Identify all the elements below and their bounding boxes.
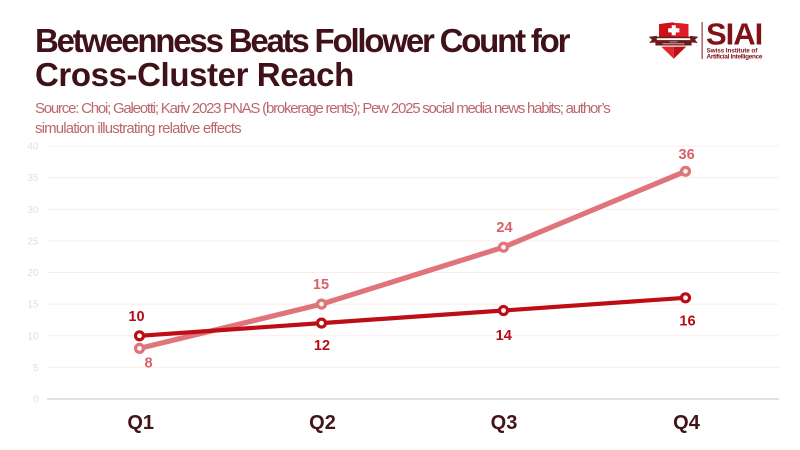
svg-text:30: 30 [27, 205, 39, 216]
svg-text:16: 16 [679, 314, 695, 330]
svg-text:36: 36 [679, 147, 695, 163]
svg-text:15: 15 [313, 277, 329, 293]
svg-text:10: 10 [27, 331, 39, 342]
svg-text:0: 0 [33, 395, 39, 406]
svg-text:8: 8 [145, 356, 153, 372]
svg-text:12: 12 [314, 338, 330, 354]
svg-text:Q4: Q4 [673, 412, 701, 434]
svg-text:24: 24 [496, 220, 512, 236]
svg-text:Q2: Q2 [309, 412, 336, 434]
svg-text:5: 5 [33, 363, 39, 374]
svg-text:25: 25 [27, 237, 39, 248]
svg-text:15: 15 [27, 300, 39, 311]
svg-text:35: 35 [27, 173, 39, 184]
svg-text:Swiss Institute of: Swiss Institute of [707, 47, 759, 54]
svg-text:14: 14 [496, 328, 512, 344]
svg-text:Artificial Intelligence: Artificial Intelligence [707, 54, 763, 61]
svg-text:SIAI: SIAI [706, 17, 762, 52]
svg-text:Q3: Q3 [491, 412, 518, 434]
svg-text:40: 40 [27, 142, 39, 153]
svg-text:10: 10 [128, 309, 144, 325]
svg-text:20: 20 [27, 268, 39, 279]
svg-text:Q1: Q1 [127, 412, 154, 434]
